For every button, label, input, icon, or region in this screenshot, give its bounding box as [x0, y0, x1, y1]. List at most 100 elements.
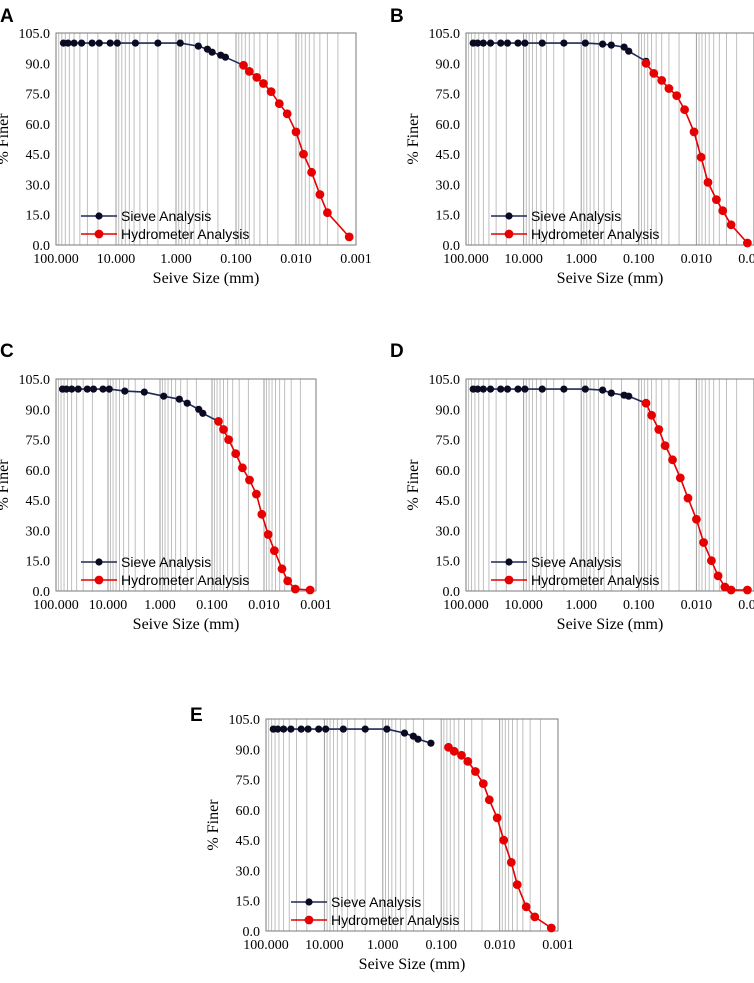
legend-entry: Sieve Analysis: [121, 208, 211, 224]
data-point: [514, 385, 522, 393]
data-point: [315, 725, 323, 733]
data-point: [106, 39, 114, 47]
legend-entry: Hydrometer Analysis: [121, 226, 249, 242]
y-tick-label: 45.0: [236, 834, 261, 849]
x-axis-title: Seive Size (mm): [359, 956, 466, 973]
data-point: [283, 576, 293, 586]
data-point: [538, 385, 546, 393]
x-axis-title: Seive Size (mm): [557, 616, 664, 633]
data-point: [647, 410, 656, 420]
plot-frame: [465, 32, 754, 246]
data-point: [479, 39, 487, 47]
data-point: [484, 795, 494, 805]
x-tick-label: 0.100: [220, 252, 252, 267]
x-axis-title: Seive Size (mm): [153, 270, 260, 287]
data-point: [607, 41, 615, 49]
data-point: [463, 757, 473, 766]
data-point: [64, 39, 72, 47]
x-tick-label: 100.000: [243, 938, 289, 953]
data-point: [68, 385, 76, 393]
data-point: [560, 39, 568, 47]
legend-marker: [505, 212, 513, 220]
legend: Sieve Analysis Hydrometer Analysis: [81, 554, 249, 588]
data-point: [214, 417, 223, 426]
legend-marker: [94, 229, 104, 239]
y-axis-title: % Finer: [405, 113, 422, 165]
series-hydrometer: [214, 417, 315, 595]
legend-marker: [305, 898, 313, 906]
legend-marker: [504, 229, 514, 239]
data-point: [219, 425, 228, 434]
data-point: [83, 385, 91, 393]
y-tick-label: 90.0: [26, 403, 51, 418]
data-point: [680, 105, 689, 115]
data-point: [315, 190, 325, 199]
y-tick-label: 45.0: [436, 148, 461, 163]
y-tick-label: 30.0: [26, 178, 51, 193]
data-point: [140, 388, 148, 396]
x-tick-label: 0.010: [248, 598, 280, 613]
y-tick-label: 90.0: [436, 57, 461, 72]
data-point: [492, 813, 502, 823]
legend-entry: Sieve Analysis: [121, 554, 211, 570]
y-tick-label: 105.0: [19, 373, 51, 388]
x-tick-label: 10.000: [89, 598, 128, 613]
y-tick-label: 15.0: [436, 209, 461, 224]
data-point: [649, 69, 659, 78]
legend: Sieve Analysis Hydrometer Analysis: [491, 554, 659, 588]
data-point: [521, 902, 531, 912]
series-line: [62, 388, 219, 423]
y-tick-label: 0.0: [33, 239, 51, 254]
data-point: [692, 514, 701, 524]
data-point: [538, 39, 546, 47]
data-point: [344, 232, 354, 242]
panel-label: E: [190, 705, 203, 726]
data-point: [581, 385, 589, 393]
y-tick-label: 105.0: [429, 27, 461, 42]
x-tick-label: 1.000: [565, 598, 597, 613]
panel-label: C: [0, 341, 14, 362]
y-tick-label: 0.0: [243, 925, 261, 940]
y-tick-label: 45.0: [26, 494, 51, 509]
series-hydrometer: [239, 60, 354, 242]
data-point: [270, 546, 279, 555]
y-tick-label: 75.0: [436, 434, 461, 449]
y-tick-label: 75.0: [236, 774, 261, 789]
data-point: [95, 39, 103, 47]
x-tick-label: 0.100: [196, 598, 228, 613]
y-tick-label: 15.0: [436, 555, 461, 570]
x-tick-label: 0.010: [681, 598, 713, 613]
series-line: [63, 42, 244, 67]
data-point: [427, 739, 435, 747]
x-tick-label: 10.000: [504, 252, 543, 267]
x-tick-label: 100.000: [443, 598, 489, 613]
data-point: [625, 47, 633, 55]
chart-panel-e: E 0.0 15.0 30.0 45.0 60.0 75.0 90.0 105.0 100.000…: [190, 705, 574, 973]
data-point: [74, 385, 82, 393]
panel-label: A: [0, 6, 14, 27]
data-point: [252, 73, 262, 82]
gridlines: [55, 379, 317, 591]
y-tick-label: 15.0: [236, 895, 261, 910]
y-tick-label: 105.0: [19, 27, 51, 42]
y-tick-label: 45.0: [436, 494, 461, 509]
data-point: [305, 585, 315, 595]
data-point: [238, 463, 247, 473]
y-tick-label: 90.0: [236, 743, 261, 758]
data-point: [471, 767, 480, 776]
data-point: [304, 725, 312, 733]
data-point: [252, 489, 261, 499]
data-point: [486, 385, 495, 393]
data-point: [176, 39, 184, 47]
x-tick-label: 0.001: [340, 252, 372, 267]
y-axis-title: % Finer: [0, 113, 12, 165]
data-point: [263, 530, 273, 539]
y-tick-label: 105.0: [229, 713, 261, 728]
x-tick-label: 0.001: [738, 252, 754, 267]
data-point: [339, 725, 347, 733]
data-point: [479, 385, 487, 393]
data-point: [322, 725, 330, 733]
data-point: [657, 76, 667, 85]
gridlines: [465, 33, 754, 245]
